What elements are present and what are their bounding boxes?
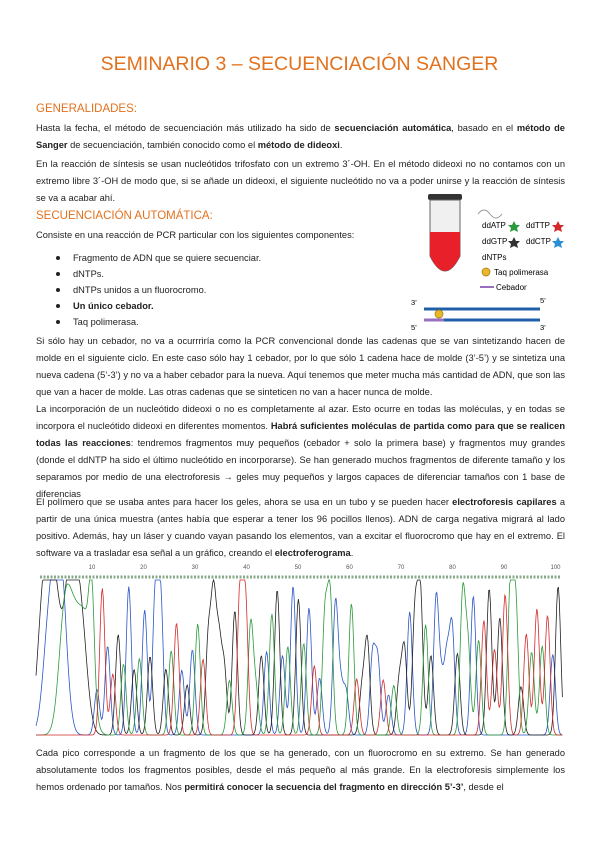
star-blue	[552, 237, 564, 248]
section-heading: SECUENCIACIÓN AUTOMÁTICA:	[36, 210, 213, 222]
strand-end: 3’	[540, 323, 546, 332]
text-run: Taq polimerasa.	[73, 317, 139, 327]
taq	[434, 309, 444, 319]
position-label: 60	[346, 565, 353, 571]
tube-diagram: ddATP ddTTP ddGTP ddCTP dNTPs Taq polime…	[411, 194, 564, 332]
text-run: Consiste en una reacción de PCR particul…	[36, 230, 355, 240]
legend-label: dNTPs	[482, 253, 506, 262]
text-run: Hasta la fecha, el método de secuenciaci…	[36, 123, 335, 133]
text-run: El polímero que se usaba antes para hace…	[36, 497, 453, 507]
star-black	[508, 237, 520, 248]
position-label: 30	[192, 565, 199, 571]
text-run: dNTPs.	[73, 269, 104, 279]
position-label: 40	[243, 565, 250, 571]
bullet-item: dNTPs unidos a un fluorocromo.	[36, 282, 261, 298]
text-run: .	[350, 548, 354, 558]
section-heading: GENERALIDADES:	[36, 103, 137, 115]
tube-liquid	[430, 232, 460, 271]
paragraph: Si sólo hay un cebador, no va a ocurrrir…	[36, 333, 565, 401]
text-run: La incorporación de un nucleótido dideox…	[36, 404, 565, 431]
trace	[35, 579, 563, 736]
position-label: 90	[501, 565, 508, 571]
bullet-list: Fragmento de ADN que se quiere secuencia…	[36, 250, 261, 330]
bold-text: método de Sanger	[36, 123, 565, 150]
text-run: Fragmento de ADN que se quiere secuencia…	[73, 253, 262, 263]
text-run: de secuenciación, también conocido como …	[67, 140, 258, 150]
text-run: Cada pico corresponde a un fragmento de …	[36, 748, 565, 792]
bold-text: permitirá conocer la secuencia del fragm…	[184, 782, 464, 792]
legend-label: Taq polimerasa	[494, 268, 549, 277]
bold-text: Un único cebador.	[73, 301, 154, 311]
legend-label: Cebador	[496, 283, 527, 292]
text-run: .	[339, 140, 343, 150]
star-red	[552, 221, 564, 232]
bold-text: secuenciación automática	[334, 123, 452, 133]
chromatogram: 10 20 30 40 50 60 70 80 90 100	[35, 562, 563, 738]
legend-label: ddATP	[482, 221, 506, 230]
bullet-item: Un único cebador.	[36, 298, 261, 314]
strand-end: 5’	[411, 323, 417, 332]
text-run: : tendremos fragmentos muy pequeños (ceb…	[36, 438, 565, 499]
dna-icon	[477, 209, 503, 219]
text-run: a partir de una única muestra (antes hab…	[36, 497, 565, 558]
star-green	[508, 221, 520, 232]
trace	[36, 579, 563, 736]
bold-text: Habrá suficientes moléculas de partida c…	[36, 421, 565, 448]
text-run: En la reacción de síntesis se usan nucle…	[36, 159, 565, 203]
legend-label: ddGTP	[482, 237, 507, 246]
bold-text: método de dideoxi	[257, 140, 340, 150]
paragraph: Cada pico corresponde a un fragmento de …	[36, 745, 565, 796]
strand-end: 5’	[540, 296, 546, 305]
bullet-item: Fragmento de ADN que se quiere secuencia…	[36, 250, 261, 266]
paragraph: Hasta la fecha, el método de secuenciaci…	[36, 120, 565, 154]
position-label: 80	[449, 565, 456, 571]
title: SEMINARIO 3 – SECUENCIACIÓN SANGER	[100, 53, 499, 75]
position-label: 70	[398, 565, 405, 571]
position-label: 50	[295, 565, 302, 571]
bullet-item: Taq polimerasa.	[36, 314, 261, 330]
tube-cap	[428, 194, 462, 200]
position-label: 10	[89, 565, 96, 571]
paragraph: Consiste en una reacción de PCR particul…	[36, 227, 406, 244]
text-run: dNTPs unidos a un fluorocromo.	[73, 285, 207, 295]
bold-text: electroferograma	[274, 548, 351, 558]
paragraph: En la reacción de síntesis se usan nucle…	[36, 156, 565, 207]
paragraph: La incorporación de un nucleótido dideox…	[36, 401, 565, 503]
trace	[36, 579, 563, 736]
position-label: 20	[140, 565, 147, 571]
bullet-item: dNTPs.	[36, 266, 261, 282]
text-run: , desde el	[463, 782, 504, 792]
position-label: 100	[550, 565, 561, 571]
taq-icon	[481, 267, 491, 277]
legend-label: ddTTP	[526, 221, 550, 230]
bold-text: electroforesis capilares	[452, 497, 557, 507]
text-run: , basado en el	[451, 123, 517, 133]
text-run: Si sólo hay un cebador, no va a ocurrrir…	[36, 336, 565, 397]
paragraph: El polímero que se usaba antes para hace…	[36, 494, 565, 562]
strand-end: 3’	[411, 298, 417, 307]
legend-label: ddCTP	[526, 237, 551, 246]
